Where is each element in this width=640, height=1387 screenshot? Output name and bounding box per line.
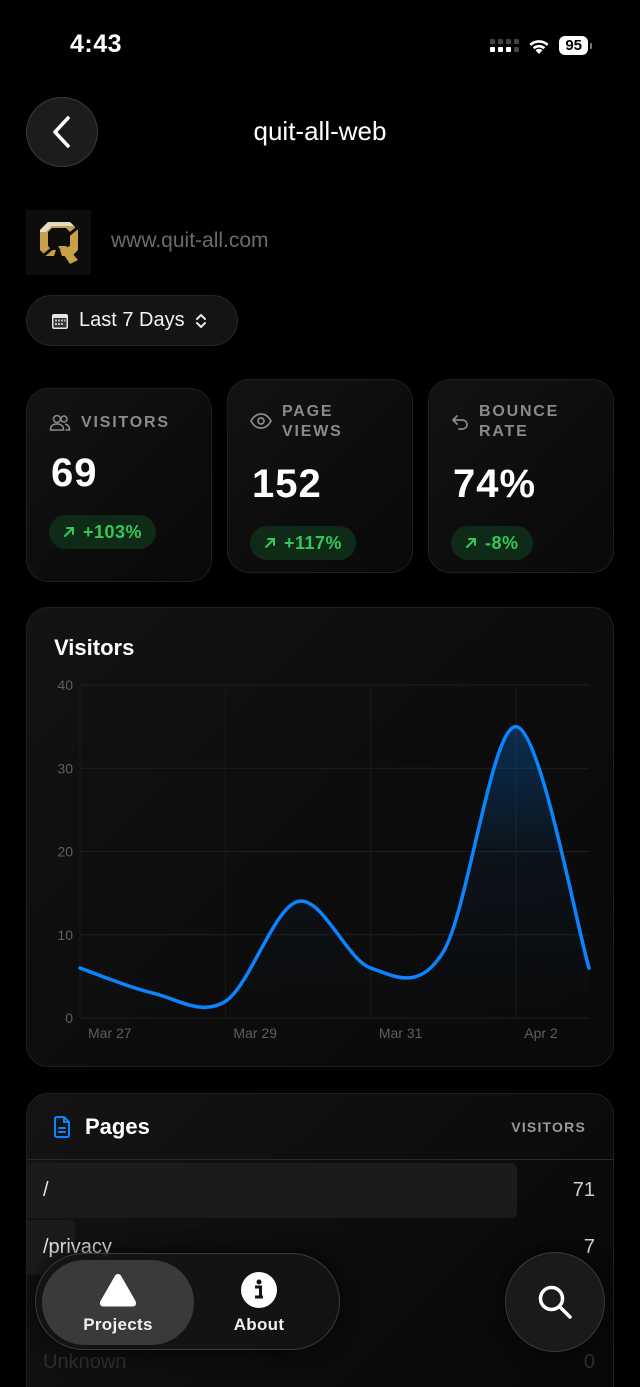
date-range-label: Last 7 Days bbox=[79, 309, 185, 331]
document-icon bbox=[54, 1116, 70, 1138]
page-title: quit-all-web bbox=[253, 116, 387, 146]
status-time: 4:43 bbox=[70, 30, 123, 58]
bottom-tab-bar: Projects About bbox=[35, 1253, 340, 1350]
stat-change-value: +117% bbox=[284, 532, 343, 553]
page-visitors: 71 bbox=[572, 1179, 595, 1201]
stat-change-value: -8% bbox=[485, 532, 519, 553]
stat-label-line1: PAGE bbox=[282, 403, 334, 420]
stat-value: 74% bbox=[453, 462, 537, 506]
stat-header: BOUNCE RATE bbox=[451, 402, 559, 442]
pages-title: Pages bbox=[85, 1114, 150, 1139]
column-header-visitors: VISITORS bbox=[511, 1119, 586, 1135]
tab-about[interactable]: About bbox=[183, 1260, 335, 1345]
page-path: /privacy bbox=[43, 1236, 112, 1258]
stat-change-value: +103% bbox=[83, 521, 143, 542]
page-path: Unknown bbox=[43, 1351, 127, 1373]
y-tick-label: 30 bbox=[57, 760, 73, 776]
table-row[interactable]: Unknown 0 bbox=[27, 1334, 613, 1387]
chevron-up-down-icon bbox=[195, 313, 206, 328]
calendar-icon bbox=[52, 313, 68, 329]
magnifying-glass-icon bbox=[538, 1285, 572, 1319]
battery-icon: 95 bbox=[559, 36, 592, 55]
stat-card-visitors[interactable]: VISITORS 69 +103% bbox=[26, 388, 212, 582]
date-range-selector[interactable]: Last 7 Days bbox=[26, 295, 238, 346]
eye-icon bbox=[250, 413, 272, 429]
cellular-signal-icon bbox=[490, 39, 520, 52]
stat-change-badge: -8% bbox=[451, 526, 533, 560]
visitors-line bbox=[78, 724, 591, 1010]
y-tick-label: 10 bbox=[57, 927, 73, 943]
stat-change-badge: +103% bbox=[49, 515, 157, 549]
visitors-line-chart[interactable]: 0 10 20 30 40 Mar 27 Mar 29 Mar 31 Apr 2 bbox=[27, 608, 615, 1068]
wifi-icon bbox=[529, 39, 549, 54]
stat-header: VISITORS bbox=[49, 413, 170, 433]
y-tick-label: 40 bbox=[57, 677, 73, 693]
tab-label: Projects bbox=[83, 1314, 153, 1334]
tab-projects[interactable]: Projects bbox=[42, 1260, 194, 1345]
battery-level: 95 bbox=[559, 36, 588, 55]
triangle-icon bbox=[99, 1273, 137, 1306]
undo-arrow-icon bbox=[452, 415, 468, 430]
stat-label-line2: RATE bbox=[479, 423, 529, 440]
arrow-up-right-icon bbox=[466, 538, 476, 548]
stat-card-page-views[interactable]: PAGE VIEWS 152 +117% bbox=[227, 379, 413, 573]
x-tick-label: Apr 2 bbox=[524, 1025, 558, 1041]
stat-value: 69 bbox=[51, 451, 98, 495]
stat-header: PAGE VIEWS bbox=[250, 402, 343, 442]
x-tick-label: Mar 29 bbox=[233, 1025, 277, 1041]
y-tick-label: 0 bbox=[65, 1010, 73, 1026]
tab-label: About bbox=[233, 1314, 285, 1334]
stat-label: VISITORS bbox=[81, 414, 170, 431]
stat-change-badge: +117% bbox=[250, 526, 357, 560]
x-tick-label: Mar 31 bbox=[379, 1025, 423, 1041]
table-row[interactable]: / 71 bbox=[27, 1162, 613, 1219]
y-tick-label: 20 bbox=[57, 844, 73, 860]
status-icons: 95 bbox=[490, 36, 592, 55]
visitor-share-bar bbox=[27, 1163, 517, 1218]
page-path: / bbox=[43, 1179, 49, 1201]
chart-title: Visitors bbox=[54, 635, 135, 660]
stat-card-bounce-rate[interactable]: BOUNCE RATE 74% -8% bbox=[428, 379, 614, 573]
back-button[interactable] bbox=[26, 97, 98, 167]
stat-label-line1: BOUNCE bbox=[479, 403, 560, 420]
users-icon bbox=[49, 414, 71, 431]
arrow-up-right-icon bbox=[265, 538, 275, 548]
visitors-chart-card: Visitors 0 10 20 30 40 Mar 27 Mar 29 Mar 31 Apr … bbox=[26, 607, 614, 1067]
quit-all-q-logo bbox=[36, 221, 83, 264]
chevron-left-icon bbox=[53, 116, 70, 148]
arrow-up-right-icon bbox=[64, 527, 74, 537]
site-url[interactable]: www.quit-all.com bbox=[111, 229, 269, 252]
x-tick-label: Mar 27 bbox=[88, 1025, 132, 1041]
site-logo bbox=[26, 210, 91, 275]
search-button[interactable] bbox=[505, 1252, 605, 1352]
page-visitors: 7 bbox=[583, 1236, 595, 1258]
info-circle-icon bbox=[241, 1271, 277, 1308]
stat-label-line2: VIEWS bbox=[282, 423, 343, 440]
pages-header: Pages VISITORS bbox=[27, 1094, 613, 1160]
page-visitors: 0 bbox=[583, 1351, 595, 1373]
stat-value: 152 bbox=[252, 462, 322, 506]
